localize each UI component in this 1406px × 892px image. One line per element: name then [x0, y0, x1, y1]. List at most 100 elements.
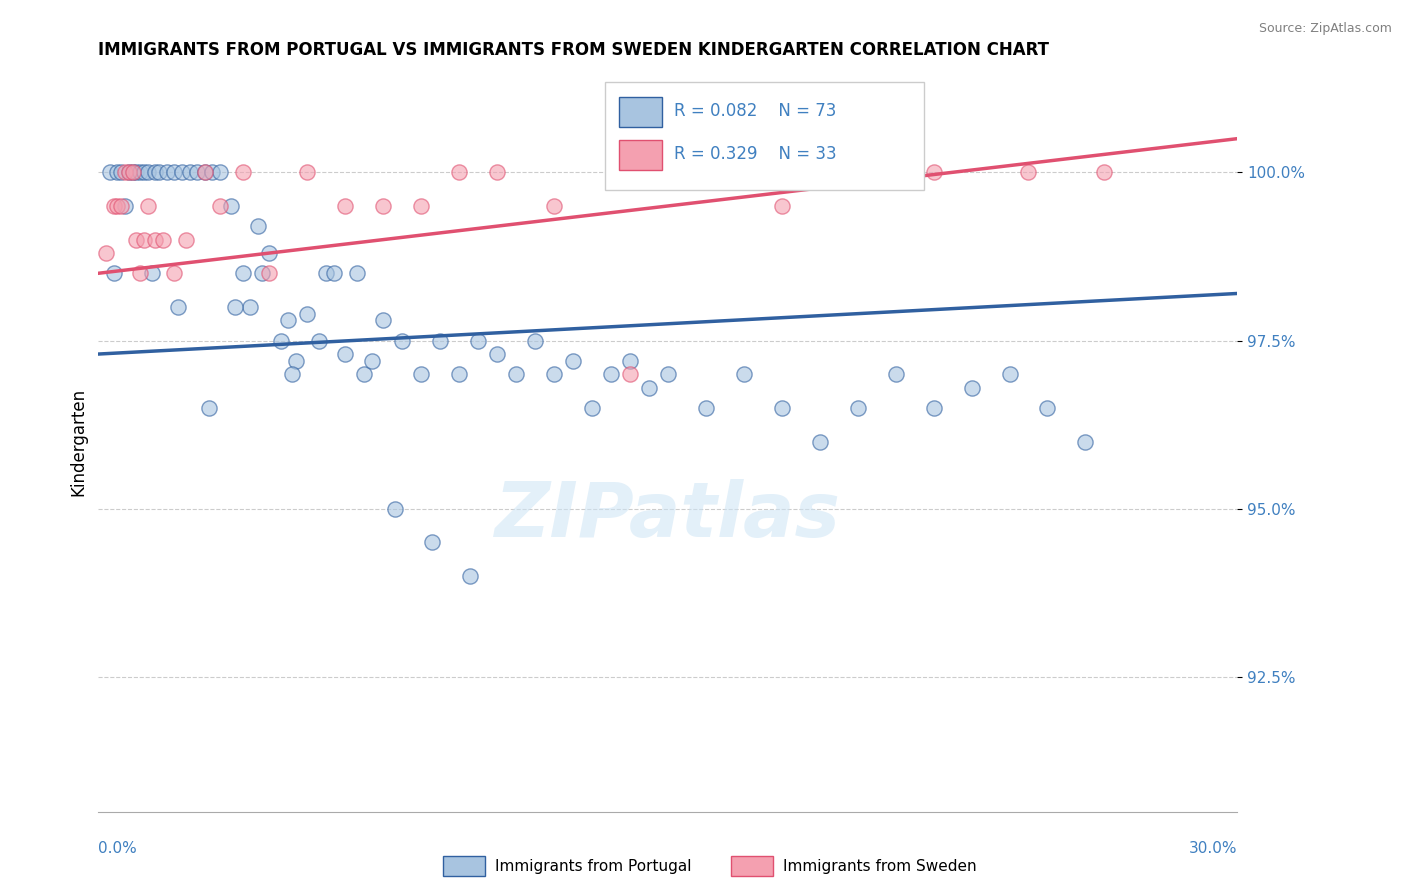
- Point: [110, 199, 132, 213]
- Text: R = 0.082    N = 73: R = 0.082 N = 73: [673, 102, 837, 120]
- Point: [103, 266, 125, 280]
- Point: [98, 165, 121, 179]
- Point: [270, 334, 292, 348]
- Point: [107, 199, 129, 213]
- Point: [695, 165, 717, 179]
- Point: [998, 368, 1021, 382]
- Point: [391, 334, 413, 348]
- Point: [922, 401, 945, 415]
- Point: [221, 199, 243, 213]
- Point: [114, 199, 136, 213]
- Point: [486, 347, 509, 361]
- Point: [281, 368, 304, 382]
- Point: [163, 266, 186, 280]
- Point: [770, 401, 793, 415]
- Point: [562, 353, 585, 368]
- Point: [335, 347, 357, 361]
- Point: [194, 165, 217, 179]
- Point: [447, 368, 470, 382]
- Point: [259, 246, 281, 260]
- Point: [132, 165, 155, 179]
- Point: [384, 501, 406, 516]
- Point: [208, 165, 231, 179]
- Point: [132, 233, 155, 247]
- Point: [619, 353, 641, 368]
- Point: [148, 165, 170, 179]
- Point: [136, 199, 159, 213]
- Point: [581, 401, 603, 415]
- Text: ZIPatlas: ZIPatlas: [495, 479, 841, 552]
- Point: [322, 266, 344, 280]
- Point: [297, 165, 319, 179]
- Point: [884, 368, 907, 382]
- Point: [163, 165, 186, 179]
- Point: [808, 434, 831, 449]
- Point: [1018, 165, 1040, 179]
- Point: [145, 233, 167, 247]
- Point: [174, 233, 197, 247]
- Point: [118, 165, 141, 179]
- Point: [277, 313, 299, 327]
- Text: R = 0.329    N = 33: R = 0.329 N = 33: [673, 145, 837, 163]
- Point: [371, 313, 394, 327]
- Point: [733, 368, 755, 382]
- Point: [94, 246, 117, 260]
- Point: [429, 334, 451, 348]
- Point: [543, 368, 565, 382]
- Point: [411, 368, 433, 382]
- Text: Immigrants from Sweden: Immigrants from Sweden: [783, 859, 977, 873]
- FancyBboxPatch shape: [619, 140, 662, 169]
- Point: [353, 368, 375, 382]
- Point: [197, 401, 219, 415]
- Point: [411, 199, 433, 213]
- Point: [486, 165, 509, 179]
- Point: [232, 266, 254, 280]
- Point: [695, 401, 717, 415]
- Point: [284, 353, 307, 368]
- Point: [297, 307, 319, 321]
- Point: [259, 266, 281, 280]
- Point: [194, 165, 217, 179]
- Point: [103, 199, 125, 213]
- Point: [922, 165, 945, 179]
- Point: [770, 199, 793, 213]
- Point: [201, 165, 224, 179]
- Point: [114, 165, 136, 179]
- Point: [145, 165, 167, 179]
- Point: [156, 165, 179, 179]
- Point: [460, 569, 482, 583]
- Point: [186, 165, 208, 179]
- Point: [1094, 165, 1116, 179]
- Point: [167, 300, 190, 314]
- Point: [1074, 434, 1097, 449]
- Point: [121, 165, 143, 179]
- Point: [129, 165, 152, 179]
- Point: [136, 165, 159, 179]
- Point: [129, 266, 152, 280]
- Point: [125, 165, 148, 179]
- Point: [315, 266, 337, 280]
- Point: [110, 165, 132, 179]
- Point: [232, 165, 254, 179]
- Text: 30.0%: 30.0%: [1189, 841, 1237, 856]
- FancyBboxPatch shape: [605, 82, 924, 190]
- Point: [107, 165, 129, 179]
- Point: [524, 334, 547, 348]
- Point: [846, 401, 869, 415]
- Point: [239, 300, 262, 314]
- Point: [960, 381, 983, 395]
- Point: [846, 165, 869, 179]
- Point: [422, 535, 444, 549]
- Point: [360, 353, 382, 368]
- Point: [346, 266, 368, 280]
- Point: [1036, 401, 1059, 415]
- Point: [208, 199, 231, 213]
- Text: IMMIGRANTS FROM PORTUGAL VS IMMIGRANTS FROM SWEDEN KINDERGARTEN CORRELATION CHAR: IMMIGRANTS FROM PORTUGAL VS IMMIGRANTS F…: [98, 41, 1049, 59]
- Point: [543, 199, 565, 213]
- Point: [335, 199, 357, 213]
- Point: [308, 334, 330, 348]
- Point: [657, 368, 679, 382]
- Point: [638, 381, 661, 395]
- Text: 0.0%: 0.0%: [98, 841, 138, 856]
- Point: [250, 266, 273, 280]
